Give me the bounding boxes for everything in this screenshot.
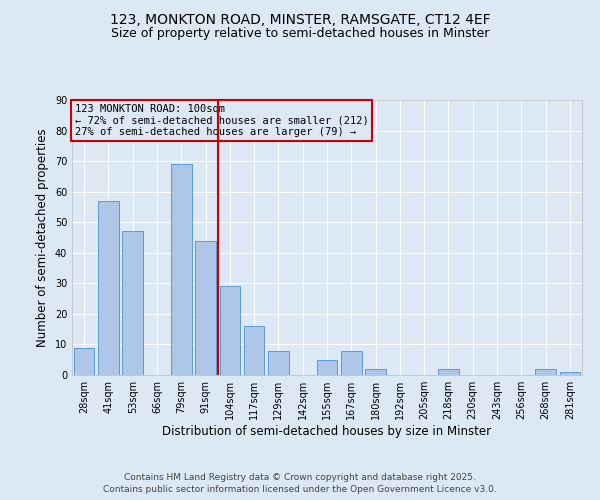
Bar [195, 240, 216, 375]
Bar [244, 326, 265, 375]
Bar [438, 369, 459, 375]
Bar [317, 360, 337, 375]
Bar [535, 369, 556, 375]
Text: Size of property relative to semi-detached houses in Minster: Size of property relative to semi-detach… [111, 28, 489, 40]
Bar [365, 369, 386, 375]
X-axis label: Distribution of semi-detached houses by size in Minster: Distribution of semi-detached houses by … [163, 425, 491, 438]
Bar [98, 201, 119, 375]
Text: Contains HM Land Registry data © Crown copyright and database right 2025.: Contains HM Land Registry data © Crown c… [124, 472, 476, 482]
Bar [341, 350, 362, 375]
Text: Contains public sector information licensed under the Open Government Licence v3: Contains public sector information licen… [103, 485, 497, 494]
Bar [122, 232, 143, 375]
Text: 123 MONKTON ROAD: 100sqm
← 72% of semi-detached houses are smaller (212)
27% of : 123 MONKTON ROAD: 100sqm ← 72% of semi-d… [74, 104, 368, 138]
Bar [560, 372, 580, 375]
Y-axis label: Number of semi-detached properties: Number of semi-detached properties [36, 128, 49, 347]
Bar [171, 164, 191, 375]
Bar [220, 286, 240, 375]
Text: 123, MONKTON ROAD, MINSTER, RAMSGATE, CT12 4EF: 123, MONKTON ROAD, MINSTER, RAMSGATE, CT… [110, 12, 490, 26]
Bar [74, 348, 94, 375]
Bar [268, 350, 289, 375]
